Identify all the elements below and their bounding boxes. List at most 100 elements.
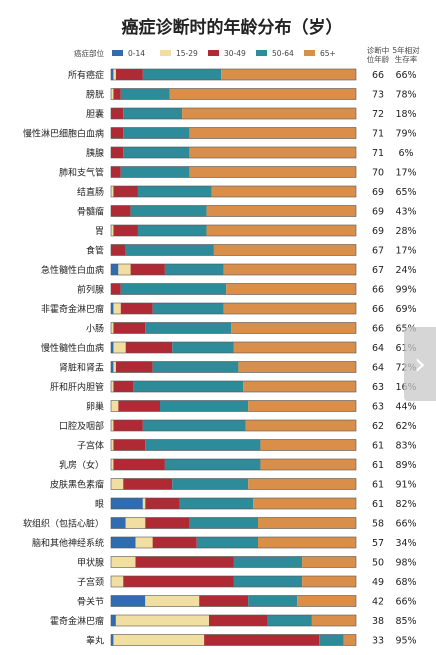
bar-segment-15-29 [113, 634, 205, 646]
bar-segment-65+ [260, 459, 356, 470]
category-label: 口腔及咽部 [59, 420, 104, 432]
bar-segment-30-49 [199, 595, 249, 607]
bar-segment-50-64 [196, 537, 258, 548]
bar-segment-65+ [248, 478, 356, 490]
bar-segment-50-64 [123, 147, 190, 158]
bar-segment-50-64 [152, 361, 239, 373]
bar-segment-65+ [311, 615, 356, 626]
chart-rows: 所有癌症 66 66% 膀胱 73 78% 胆囊 72 18% 慢性淋巴细胞白血病 71 79% 胰腺 7… [23, 68, 417, 647]
median-age-value: 42 [372, 597, 384, 608]
median-age-value: 73 [372, 90, 384, 101]
bar-segment-50-64 [152, 303, 224, 314]
bar-segment-30-49 [111, 127, 124, 139]
median-age-value: 38 [372, 616, 384, 627]
survival-rate-value: 98% [395, 558, 416, 569]
survival-header-line2: 生存率 [395, 54, 418, 64]
chart-title: 癌症诊断时的年龄分布（岁） [122, 17, 343, 38]
median-age-value: 61 [372, 441, 384, 452]
median-age-value: 66 [372, 70, 384, 81]
median-age-value: 70 [372, 168, 384, 179]
bar-segment-30-49 [209, 615, 268, 626]
bar-segment-50-64 [120, 88, 170, 100]
bar-segment-50-64 [145, 322, 232, 334]
bar-segment-50-64 [142, 69, 222, 80]
bar-segment-15-29 [113, 361, 116, 373]
bar-outline [110, 634, 357, 646]
median-age-value: 63 [372, 382, 384, 393]
bar-outline [110, 263, 357, 276]
bar-segment-65+ [231, 322, 356, 334]
bar-segment-15-29 [111, 478, 124, 490]
bar-segment-50-64 [120, 283, 227, 295]
bar-segment-30-49 [111, 205, 131, 217]
bar-segment-50-64 [160, 400, 249, 412]
bar-segment-50-64 [120, 166, 190, 178]
bar-segment-65+ [245, 420, 356, 431]
category-label: 子宫颈 [77, 576, 104, 588]
bar-segment-65+ [189, 127, 356, 139]
bar-outline [110, 556, 357, 568]
bar-segment-15-29 [111, 420, 114, 431]
legend-swatch-50-64 [256, 50, 267, 56]
bar-outline [110, 107, 357, 120]
category-label: 前列腺 [77, 284, 104, 296]
bar-segment-15-29 [111, 381, 114, 392]
bar-segment-65+ [302, 576, 356, 587]
bar-segment-65+ [221, 69, 356, 80]
legend-label-50-64: 50-64 [272, 49, 294, 58]
survival-rate-value: 6% [398, 148, 413, 159]
survival-rate-value: 95% [395, 636, 416, 647]
category-label: 所有癌症 [68, 69, 104, 81]
legend-label-30-49: 30-49 [224, 49, 246, 58]
bar-segment-50-64 [248, 595, 298, 607]
bar-segment-30-49 [204, 634, 320, 646]
bar-segment-15-29 [111, 225, 114, 236]
next-image-button[interactable]: › [404, 327, 436, 401]
bar-segment-65+ [189, 166, 356, 178]
median-age-value: 64 [372, 343, 384, 354]
bar-segment-50-64 [125, 244, 214, 256]
bar-segment-15-29 [142, 498, 146, 509]
bar-outline [110, 614, 357, 627]
bar-segment-30-49 [113, 322, 146, 334]
category-label: 眼 [95, 499, 104, 510]
bar-outline [110, 185, 357, 198]
bar-segment-65+ [302, 556, 356, 568]
category-label: 肾脏和肾盂 [59, 362, 104, 374]
median-age-value: 33 [372, 636, 384, 647]
survival-rate-value: 91% [395, 480, 416, 491]
category-label: 肝和肝内胆管 [50, 381, 104, 393]
survival-rate-value: 85% [395, 616, 416, 627]
category-label: 子宫体 [77, 440, 104, 452]
legend: 0-14 15-29 30-49 50-64 65+ [112, 49, 336, 58]
bar-segment-50-64 [145, 439, 261, 451]
category-label: 肺和支气管 [59, 167, 104, 179]
bar-segment-50-64 [319, 634, 344, 646]
bar-segment-50-64 [137, 225, 207, 236]
bar-segment-65+ [258, 517, 356, 529]
category-label: 软组织（包括心脏） [23, 518, 104, 530]
bar-outline [110, 322, 357, 334]
bar-outline [110, 224, 357, 237]
bar-segment-30-49 [130, 264, 165, 275]
bar-segment-30-49 [123, 576, 234, 587]
survival-rate-value: 82% [395, 499, 416, 510]
bar-segment-0-14 [111, 303, 114, 314]
median-age-value: 66 [372, 285, 384, 296]
median-age-value: 67 [372, 265, 384, 276]
bar-segment-0-14 [111, 537, 136, 548]
bar-segment-30-49 [118, 400, 160, 412]
median-age-value: 63 [372, 402, 384, 413]
legend-swatch-30-49 [208, 50, 219, 56]
bar-segment-50-64 [267, 615, 312, 626]
bar-segment-15-29 [111, 88, 114, 100]
survival-rate-value: 69% [395, 304, 416, 315]
bar-segment-15-29 [145, 595, 200, 607]
category-label: 胰腺 [86, 147, 104, 159]
median-age-value: 71 [372, 148, 384, 159]
bar-outline [110, 575, 357, 588]
bar-segment-15-29 [118, 264, 131, 275]
category-label: 急性髓性白血病 [41, 264, 104, 276]
bar-segment-30-49 [111, 244, 126, 256]
survival-rate-value: 28% [395, 226, 416, 237]
